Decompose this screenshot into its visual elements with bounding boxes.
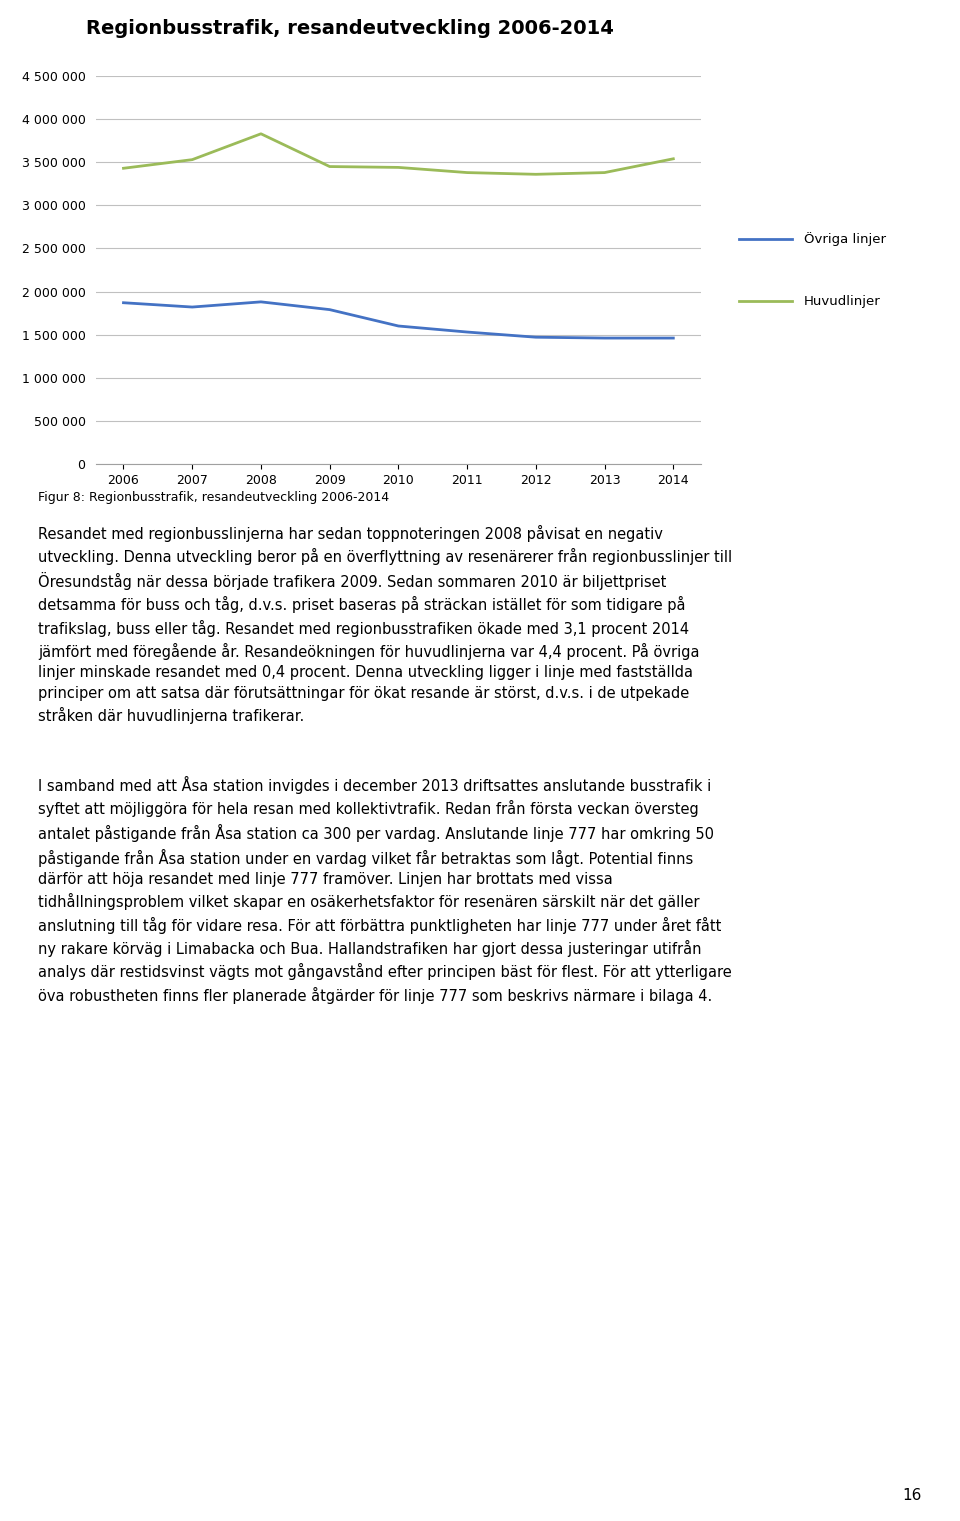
- Text: Övriga linjer: Övriga linjer: [804, 233, 885, 246]
- Text: 16: 16: [902, 1488, 922, 1503]
- Text: Figur 8: Regionbusstrafik, resandeutveckling 2006-2014: Figur 8: Regionbusstrafik, resandeutveck…: [38, 491, 390, 505]
- Text: Regionbusstrafik, resandeutveckling 2006-2014: Regionbusstrafik, resandeutveckling 2006…: [86, 20, 614, 38]
- Text: Huvudlinjer: Huvudlinjer: [804, 295, 880, 307]
- Text: I samband med att Åsa station invigdes i december 2013 driftsattes anslutande bu: I samband med att Åsa station invigdes i…: [38, 776, 732, 1004]
- Text: Resandet med regionbusslinjerna har sedan toppnoteringen 2008 påvisat en negativ: Resandet med regionbusslinjerna har seda…: [38, 525, 732, 724]
